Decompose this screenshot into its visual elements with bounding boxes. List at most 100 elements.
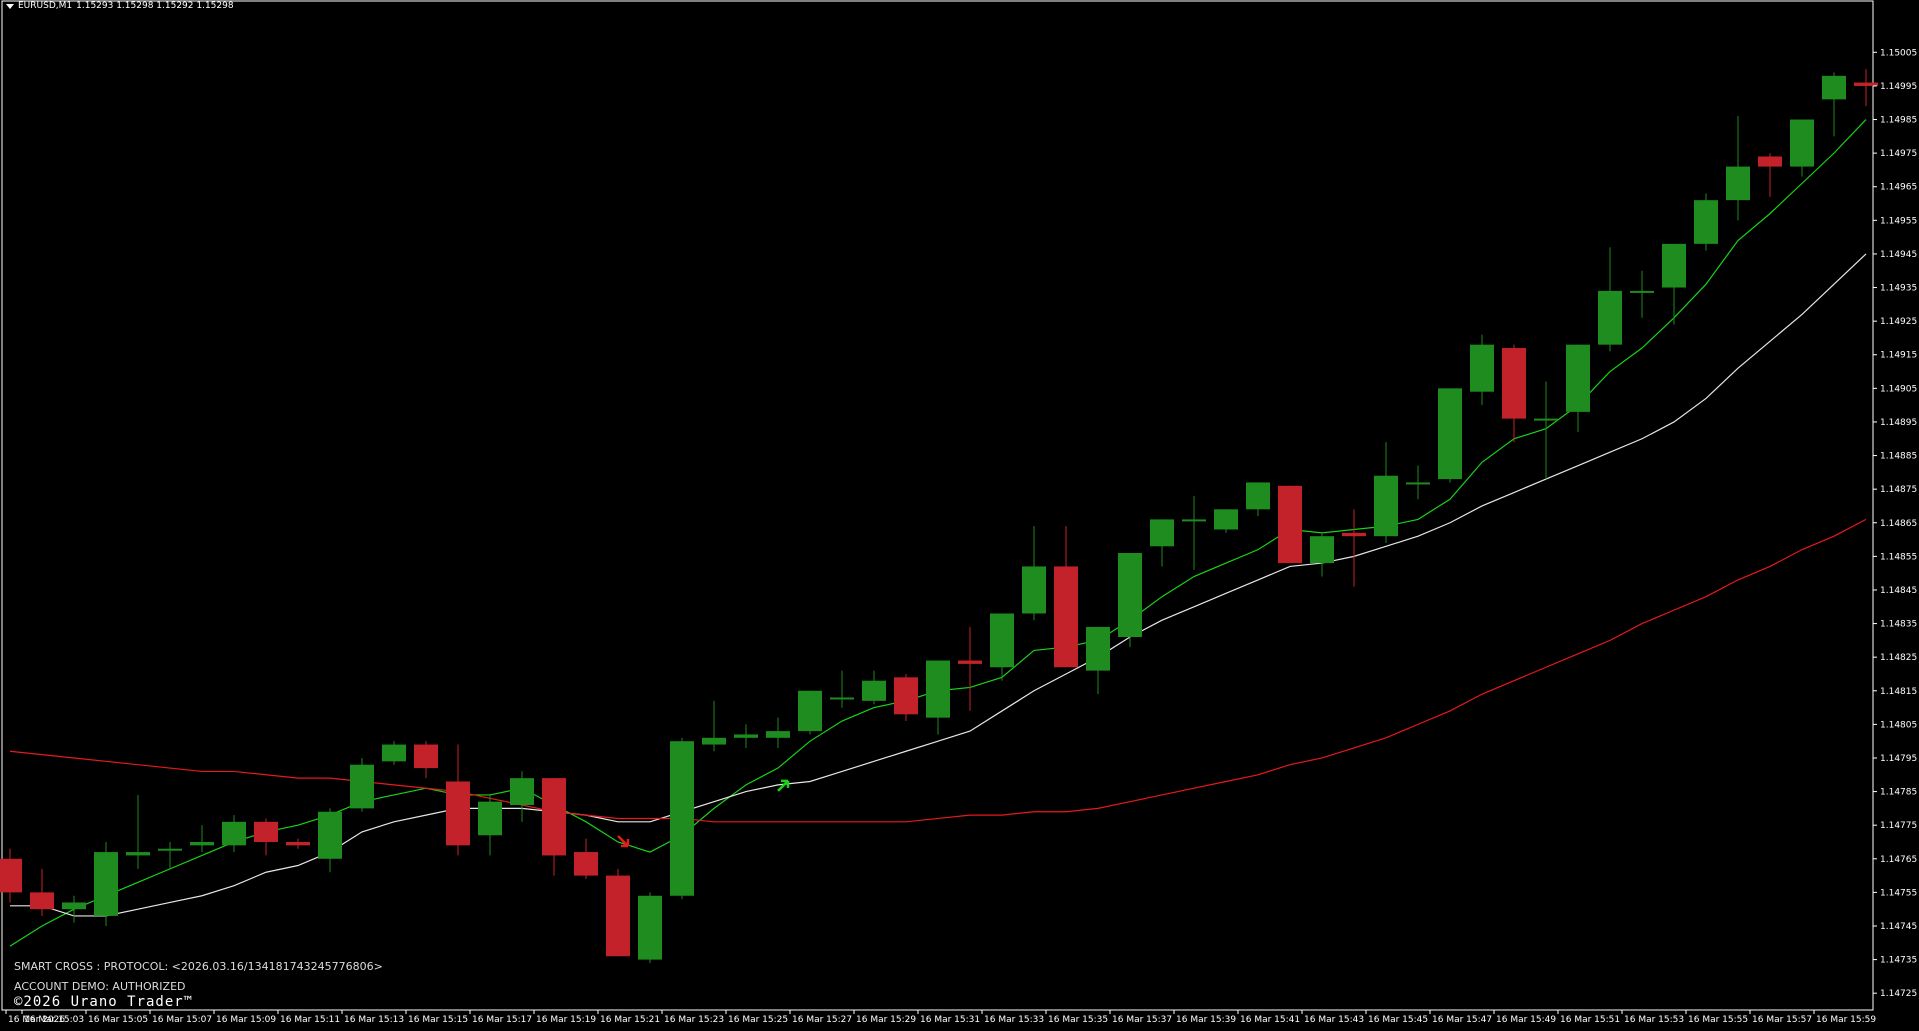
candle-body[interactable]: [1374, 475, 1398, 537]
x-tick-label: 16 Mar 15:59: [1816, 1015, 1876, 1025]
x-tick-label: 16 Mar 15:05: [88, 1015, 148, 1025]
candle-body[interactable]: [926, 660, 950, 718]
candle-body[interactable]: [478, 801, 502, 836]
candle-body[interactable]: [94, 852, 118, 916]
candle-body[interactable]: [670, 741, 694, 896]
candle-body[interactable]: [1342, 532, 1366, 537]
candle-body[interactable]: [798, 690, 822, 732]
y-tick-label: 1.14825: [1880, 653, 1917, 663]
candle-body[interactable]: [766, 731, 790, 738]
x-tick-label: 16 Mar 15:19: [536, 1015, 596, 1025]
x-tick-label: 16 Mar 15:29: [856, 1015, 916, 1025]
candle-body[interactable]: [1502, 348, 1526, 419]
candle-body[interactable]: [894, 677, 918, 715]
candle-body[interactable]: [30, 892, 54, 910]
candle-body[interactable]: [1790, 119, 1814, 167]
x-tick-label: 16 Mar 15:53: [1624, 1015, 1684, 1025]
x-tick-label: 16 Mar 15:45: [1368, 1015, 1428, 1025]
candle-body[interactable]: [1182, 519, 1206, 522]
candle-body[interactable]: [222, 821, 246, 846]
x-tick-label: 16 Mar 15:11: [280, 1015, 340, 1025]
y-tick-label: 1.14735: [1880, 956, 1917, 966]
candle-body[interactable]: [62, 902, 86, 910]
ma-line: [9, 119, 1867, 947]
y-tick-label: 1.14775: [1880, 821, 1917, 831]
candle-body[interactable]: [158, 848, 182, 851]
candle-body[interactable]: [510, 778, 534, 806]
candle-body[interactable]: [254, 821, 278, 842]
candle-body[interactable]: [1630, 290, 1654, 293]
candle-body[interactable]: [1470, 344, 1494, 392]
y-tick-label: 1.14765: [1880, 855, 1917, 865]
candle-body[interactable]: [1246, 482, 1270, 510]
y-tick-label: 1.14845: [1880, 586, 1917, 596]
candle-body[interactable]: [318, 811, 342, 859]
candle-body[interactable]: [1310, 536, 1334, 564]
y-tick-label: 1.14725: [1880, 989, 1917, 999]
candle-body[interactable]: [414, 744, 438, 769]
candle-body[interactable]: [1086, 626, 1110, 671]
candle-body[interactable]: [1406, 482, 1430, 485]
y-tick-label: 1.14935: [1880, 284, 1917, 294]
x-tick-label: 16 Mar 15:51: [1560, 1015, 1620, 1025]
x-tick-label: 16 Mar 15:41: [1240, 1015, 1300, 1025]
candle-body[interactable]: [1758, 156, 1782, 167]
candle-body[interactable]: [638, 895, 662, 960]
x-tick-label: 16 Mar 15:49: [1496, 1015, 1556, 1025]
candle-body[interactable]: [958, 660, 982, 664]
candle-body[interactable]: [382, 744, 406, 762]
candle-body[interactable]: [1598, 290, 1622, 345]
candle-body[interactable]: [446, 781, 470, 846]
candle-body[interactable]: [1726, 166, 1750, 201]
chart-header: EURUSD,M1 1.15293 1.15298 1.15292 1.1529…: [6, 1, 234, 11]
y-tick-label: 1.14805: [1880, 720, 1917, 730]
protocol-text: SMART CROSS : PROTOCOL: <2026.03.16/1341…: [14, 960, 383, 973]
y-tick-label: 1.14955: [1880, 216, 1917, 226]
ma-line: [9, 518, 1867, 823]
candle-body[interactable]: [606, 875, 630, 957]
candle-body[interactable]: [126, 852, 150, 856]
candle-body[interactable]: [1278, 485, 1302, 564]
candle-body[interactable]: [1054, 566, 1078, 668]
candle-body[interactable]: [1534, 418, 1558, 421]
x-tick-label: 16 Mar 15:27: [792, 1015, 852, 1025]
candle-body[interactable]: [0, 858, 22, 893]
candle-body[interactable]: [1854, 82, 1878, 86]
candle-body[interactable]: [1118, 553, 1142, 638]
candle-body[interactable]: [190, 841, 214, 846]
candle-body[interactable]: [862, 680, 886, 701]
candle-body[interactable]: [734, 734, 758, 738]
candle-body[interactable]: [350, 764, 374, 809]
candle-body[interactable]: [542, 778, 566, 856]
x-tick-label: 16 Mar 15:57: [1752, 1015, 1812, 1025]
y-tick-label: 1.14875: [1880, 485, 1917, 495]
candle-body[interactable]: [1662, 243, 1686, 288]
x-tick-label: 16 Mar 15:13: [344, 1015, 404, 1025]
y-tick-label: 1.15005: [1880, 48, 1917, 58]
candle-body[interactable]: [1150, 519, 1174, 547]
buy-signal-arrow-icon: [777, 779, 790, 792]
candle-body[interactable]: [1438, 388, 1462, 480]
x-tick-label: 16 Mar 15:55: [1688, 1015, 1748, 1025]
candle-body[interactable]: [574, 852, 598, 876]
x-tick-label: 16 Mar 15:33: [984, 1015, 1044, 1025]
account-status-text: ACCOUNT DEMO: AUTHORIZED: [14, 980, 186, 993]
candle-body[interactable]: [1694, 200, 1718, 244]
y-tick-label: 1.14795: [1880, 754, 1917, 764]
x-tick-label: 16 Mar 15:17: [472, 1015, 532, 1025]
x-tick-label: 16 Mar 15:43: [1304, 1015, 1364, 1025]
candle-body[interactable]: [1022, 566, 1046, 614]
y-tick-label: 1.14905: [1880, 384, 1917, 394]
y-tick-label: 1.14885: [1880, 452, 1917, 462]
candle-body[interactable]: [830, 697, 854, 700]
candle-body[interactable]: [702, 737, 726, 745]
candle-body[interactable]: [990, 613, 1014, 668]
y-tick-label: 1.14985: [1880, 116, 1917, 126]
candle-body[interactable]: [1822, 75, 1846, 100]
candle-body[interactable]: [1214, 509, 1238, 530]
chart-menu-triangle-icon[interactable]: [6, 3, 14, 9]
candle-body[interactable]: [286, 841, 310, 846]
x-tick-label: 16 Mar 15:23: [664, 1015, 724, 1025]
candle-body[interactable]: [1566, 344, 1590, 412]
